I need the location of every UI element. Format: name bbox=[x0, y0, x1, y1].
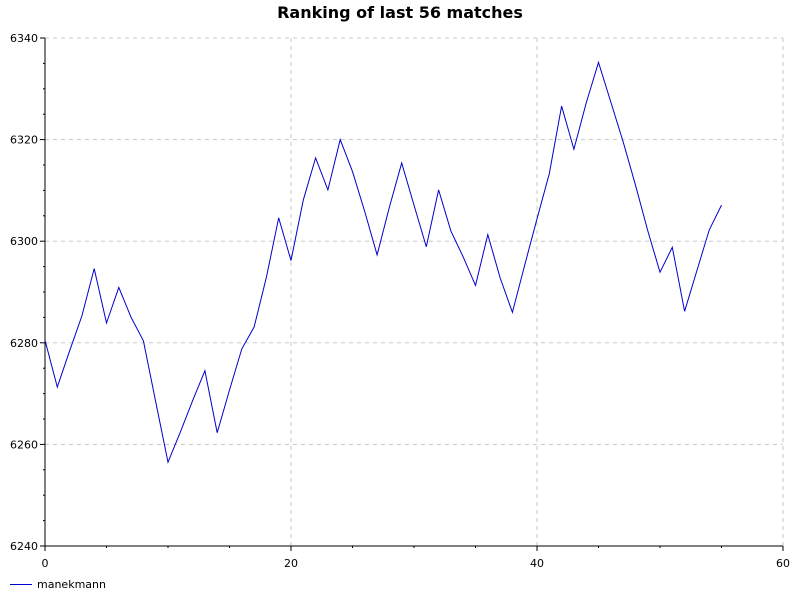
y-tick-label: 6340 bbox=[10, 32, 38, 45]
grid bbox=[45, 37, 784, 546]
legend-swatch bbox=[10, 583, 32, 585]
axes: 6240 6260 6280 6300 6320 6340 0 20 40 60 bbox=[10, 32, 790, 570]
y-tick-label: 6240 bbox=[10, 540, 38, 553]
series-line-manekmann bbox=[44, 60, 722, 464]
chart-title: Ranking of last 56 matches bbox=[277, 3, 523, 22]
y-tick-label: 6300 bbox=[10, 235, 38, 248]
x-tick-label: 20 bbox=[284, 557, 298, 570]
legend-label: manekmann bbox=[37, 577, 106, 591]
legend: manekmann bbox=[10, 576, 106, 592]
y-tick-label: 6280 bbox=[10, 337, 38, 350]
x-tick-label: 60 bbox=[776, 557, 790, 570]
y-tick-label: 6320 bbox=[10, 134, 38, 147]
x-tick-label: 0 bbox=[42, 557, 49, 570]
y-tick-label: 6260 bbox=[10, 438, 38, 451]
series-layer bbox=[44, 60, 722, 464]
x-tick-label: 40 bbox=[530, 557, 544, 570]
